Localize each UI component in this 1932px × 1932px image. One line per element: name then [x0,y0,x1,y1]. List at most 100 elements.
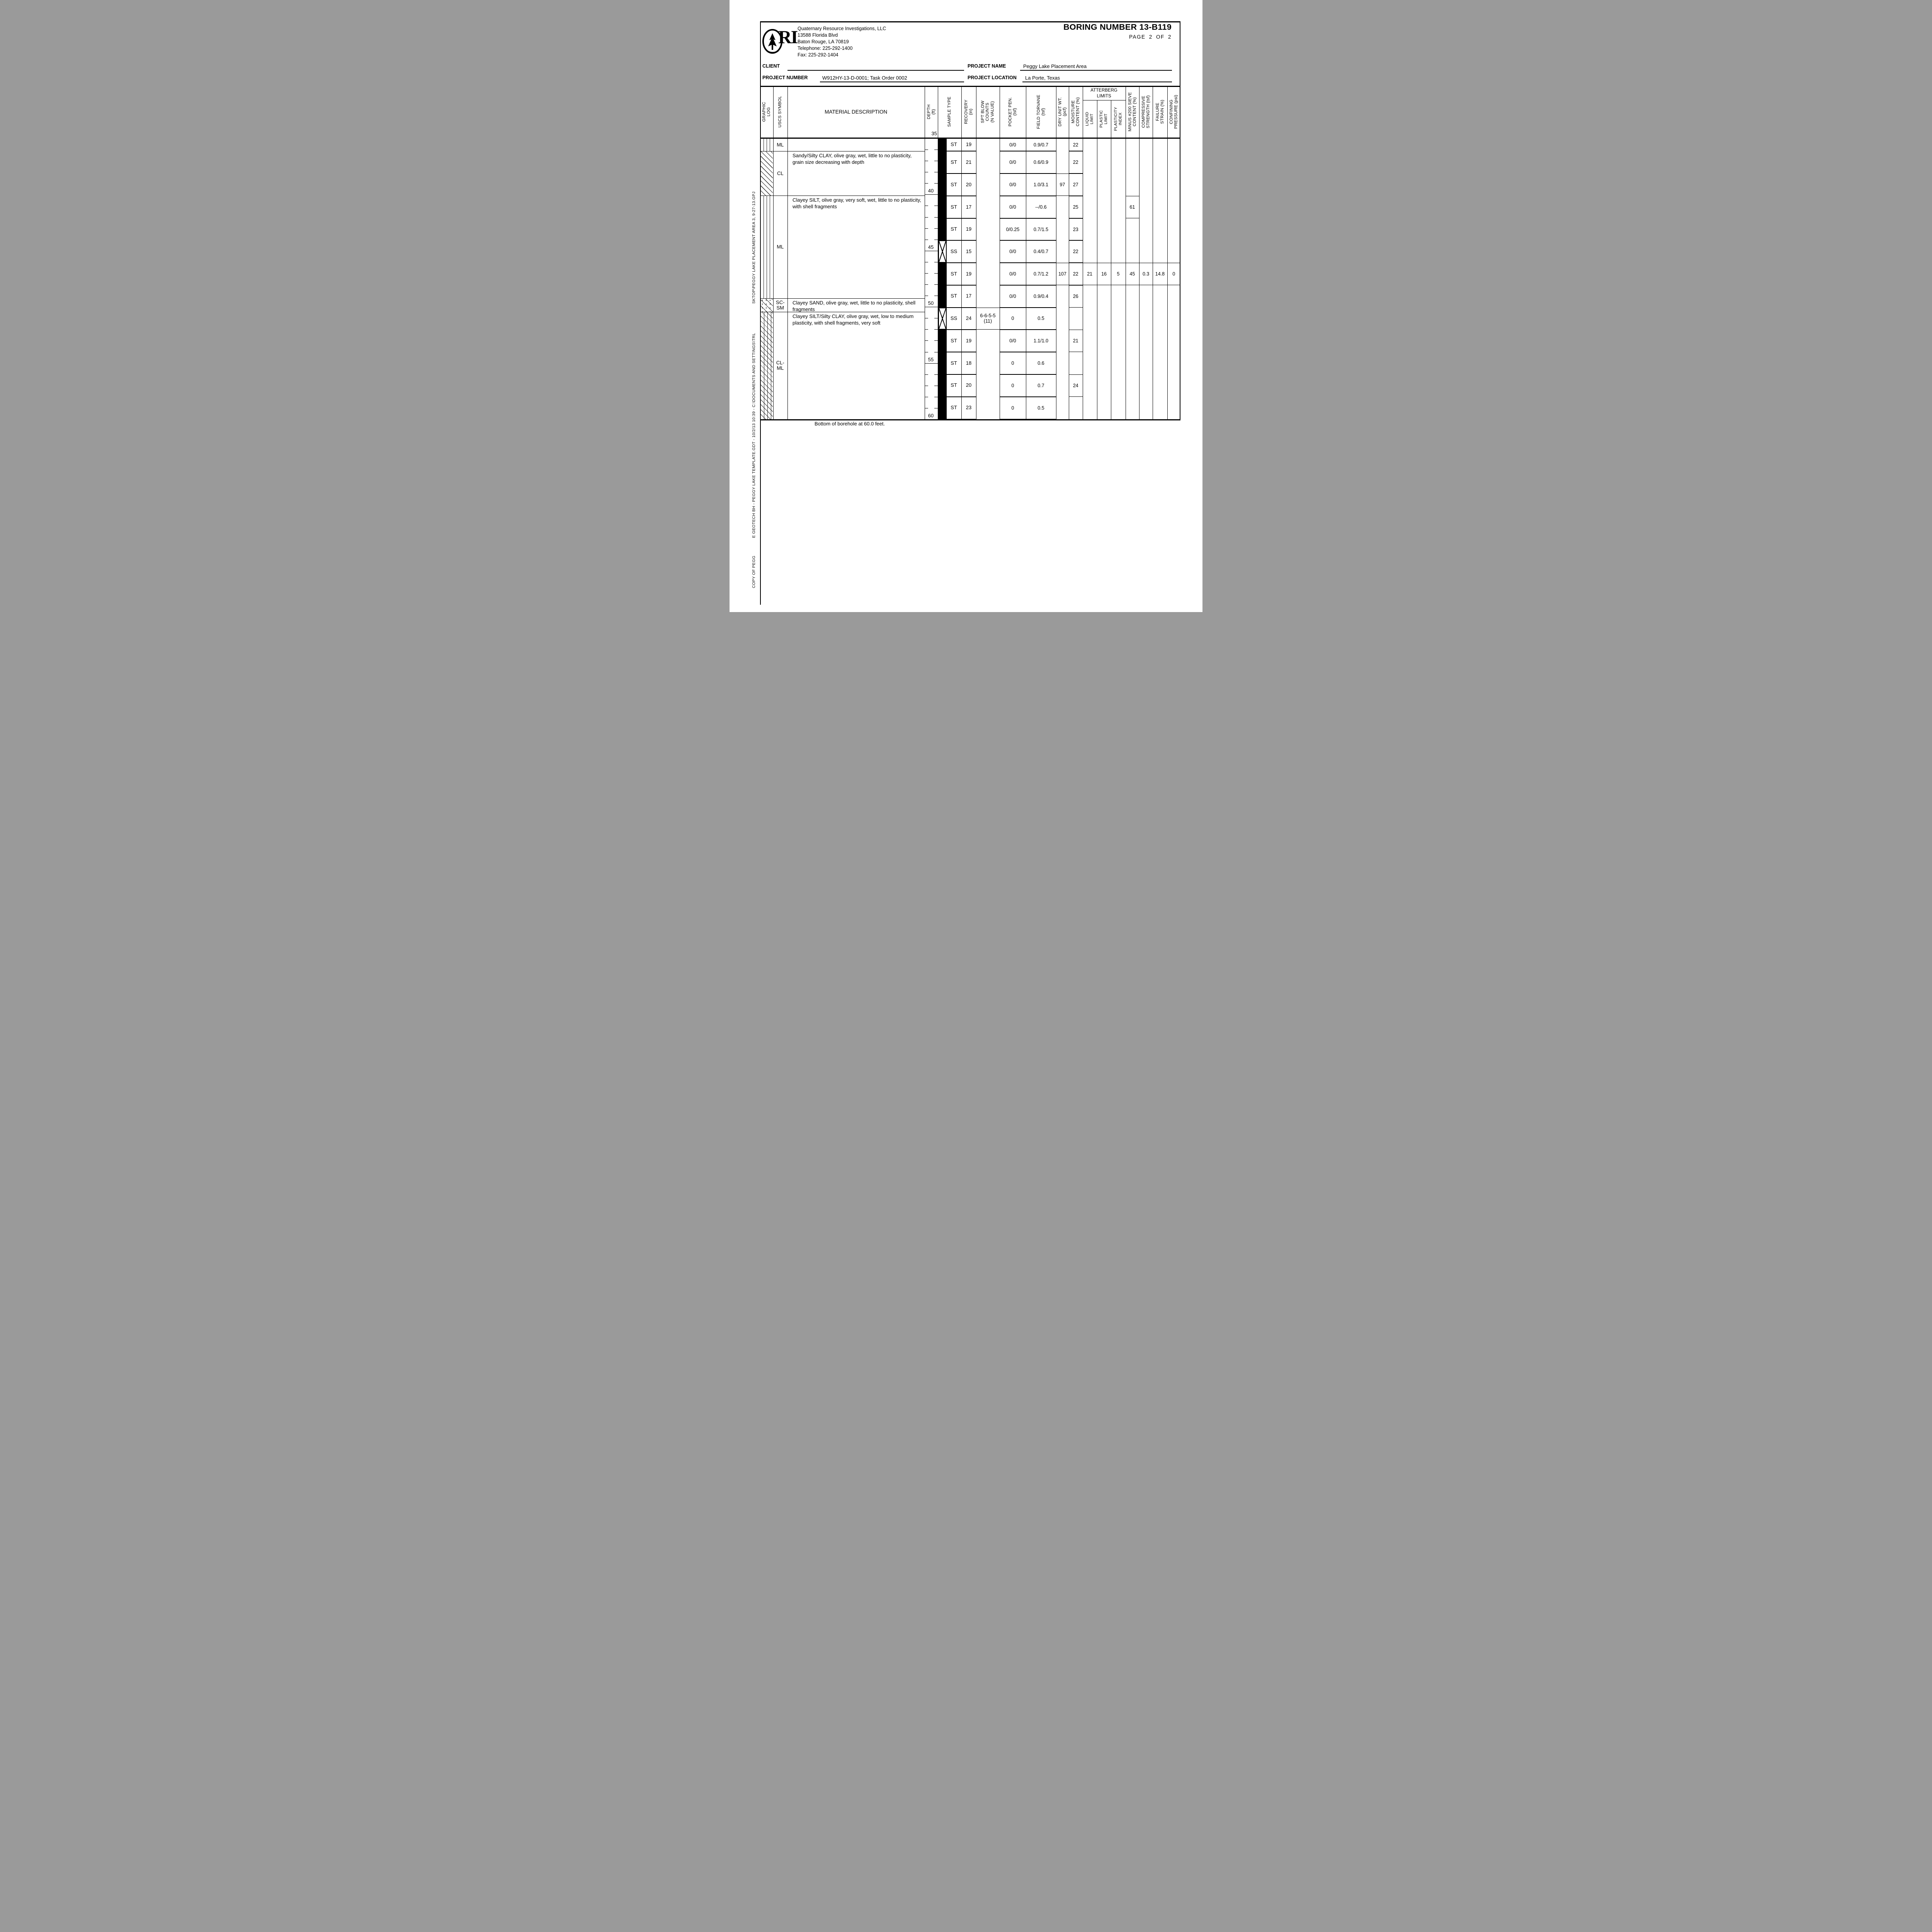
header-label-moisture: MOISTURE CONTENT (%) [1071,97,1080,126]
header-label-graphic: GRAPHIC LOG [762,102,771,122]
data-cell-pocket-4: 0/0.25 [1000,218,1026,241]
data-cell-pocket-0: 0/0 [1000,138,1026,151]
company-address1: 13588 Florida Blvd [798,32,838,38]
depth-label-45: 45 [928,244,934,250]
data-cell-moisture-3: 25 [1069,196,1083,218]
depth-tick-right-48 [934,284,938,285]
bottom-of-borehole-note: Bottom of borehole at 60.0 feet. [815,421,885,427]
data-cell-torvane-8: 0.5 [1026,307,1056,330]
depth-gridline-40 [925,194,938,195]
data-cell-moisture-0: 22 [1069,138,1083,151]
header-label-depth: DEPTH (ft) [926,104,936,119]
data-cell-dry-2: 97 [1056,173,1069,196]
layer-description-4: Clayey SILT/Silty CLAY, olive gray, wet,… [793,313,914,326]
table-top-border [760,86,1181,87]
boring-log-table: GRAPHIC LOG USCS SYMBOL MATERIAL DESCRIPTI… [730,0,1202,612]
recovery-cell-2: 20 [961,173,976,196]
sample-bar-st-7 [938,285,947,308]
project-name-value: Peggy Lake Placement Area [1023,63,1087,69]
header-label-spt: SPT BLOW COUNTS (N VALUE) [981,100,995,123]
data-cell-sieve-6: 45 [1125,263,1139,285]
sample-type-cell-11: ST [938,374,961,397]
graphic-log-pattern-CL-ML [760,312,773,419]
depth-label-55: 55 [928,357,934,362]
header-label-sieve: MINUS #200 SIEVE CONTENT (%) [1128,92,1137,131]
sample-bar-st-12 [938,396,947,419]
layer-boundary-line-2 [760,298,925,299]
company-phone: Telephone: 225-292-1400 [798,45,853,51]
project-location-value: La Porte, Texas [1025,75,1060,81]
data-cell-moisture-7: 26 [1069,285,1083,308]
header-cell-pi: PLASTICITY INDEX [1111,100,1125,138]
sample-bar-st-10 [938,352,947,374]
data-cell-sieve-3: 61 [1125,196,1139,218]
body-bottom-border [760,419,1181,420]
company-name: Quaternary Resource Investigations, LLC [798,26,886,31]
client-underline [787,70,964,71]
header-label-conf: CONFINING PRESSURE (psi) [1169,95,1179,129]
header-cell-uscs: USCS SYMBOL [773,86,787,138]
header-cell-ll: LIQUID LIMIT [1083,100,1097,138]
uscs-symbol-label-3: SC- SM [776,299,785,311]
recovery-cell-9: 19 [961,330,976,352]
header-cell-sieve: MINUS #200 SIEVE CONTENT (%) [1126,86,1139,138]
graphic-log-pattern-SC-SM [760,298,773,312]
column-divider-recovery [961,86,962,419]
data-cell-comp-6: 0.3 [1139,263,1153,285]
data-cell-moisture-2: 27 [1069,173,1083,196]
data-cell-pocket-1: 0/0 [1000,151,1026,174]
data-cell-fail-6: 14.8 [1153,263,1167,285]
recovery-cell-5: 15 [961,240,976,263]
header-label-comp: COMPRESSIVE STRENGTH (tsf) [1141,95,1151,128]
data-cell-torvane-10: 0.6 [1026,352,1056,374]
header-cell-spt: SPT BLOW COUNTS (N VALUE) [976,86,1000,138]
recovery-cell-10: 18 [961,352,976,374]
header-cell-pl: PLASTIC LIMIT [1097,100,1111,138]
sample-type-cell-4: ST [938,218,961,241]
body-top-border [760,138,1181,139]
recovery-cell-3: 17 [961,196,976,218]
sample-bar-st-11 [938,374,947,397]
recovery-cell-4: 19 [961,218,976,241]
sample-bar-st-6 [938,263,947,285]
recovery-cell-1: 21 [961,151,976,174]
depth-tick-left-52 [925,329,928,330]
data-cell-pocket-11: 0 [1000,374,1026,397]
graphic-log-pattern-ML [760,138,773,151]
depth-header-origin-label: 35 [931,130,937,136]
depth-gridline-55 [925,363,938,364]
data-cell-pocket-10: 0 [1000,352,1026,374]
qri-logo-icon [762,29,782,54]
sample-type-cell-3: ST [938,196,961,218]
uscs-symbol-label-0: ML [777,141,784,148]
company-address2: Baton Rouge, LA 70819 [798,39,849,44]
sample-type-cell-7: ST [938,285,961,308]
data-cell-torvane-1: 0.6/0.9 [1026,151,1056,174]
data-cell-pocket-7: 0/0 [1000,285,1026,308]
column-divider-material [787,86,788,419]
data-cell-torvane-3: --/0.6 [1026,196,1056,218]
depth-tick-left-53 [925,340,928,341]
data-cell-pocket-12: 0 [1000,396,1026,419]
depth-tick-right-39 [934,183,938,184]
data-cell-torvane-12: 0.5 [1026,396,1056,419]
header-cell-dry: DRY UNIT WT. (pcf) [1056,86,1069,138]
project-name-underline [1020,70,1172,71]
recovery-cell-0: 19 [961,138,976,151]
header-cell-conf: CONFINING PRESSURE (psi) [1167,86,1181,138]
depth-tick-right-52 [934,329,938,330]
header-label-dry: DRY UNIT WT. (pcf) [1058,97,1067,126]
project-location-label: PROJECT LOCATION [968,75,1017,80]
data-cell-dry-6: 107 [1056,263,1069,285]
recovery-cell-11: 20 [961,374,976,397]
header-cell-material: MATERIAL DESCRIPTION [825,109,888,115]
recovery-cell-8: 24 [961,307,976,330]
data-cell-pocket-2: 0/0 [1000,173,1026,196]
data-cell-pocket-3: 0/0 [1000,196,1026,218]
depth-label-40: 40 [928,188,934,194]
recovery-cell-7: 17 [961,285,976,308]
layer-description-2: Clayey SILT, olive gray, very soft, wet,… [793,197,922,209]
header-label-ll: LIQUID LIMIT [1085,112,1094,126]
depth-tick-left-43 [925,228,928,229]
data-cell-torvane-4: 0.7/1.5 [1026,218,1056,241]
